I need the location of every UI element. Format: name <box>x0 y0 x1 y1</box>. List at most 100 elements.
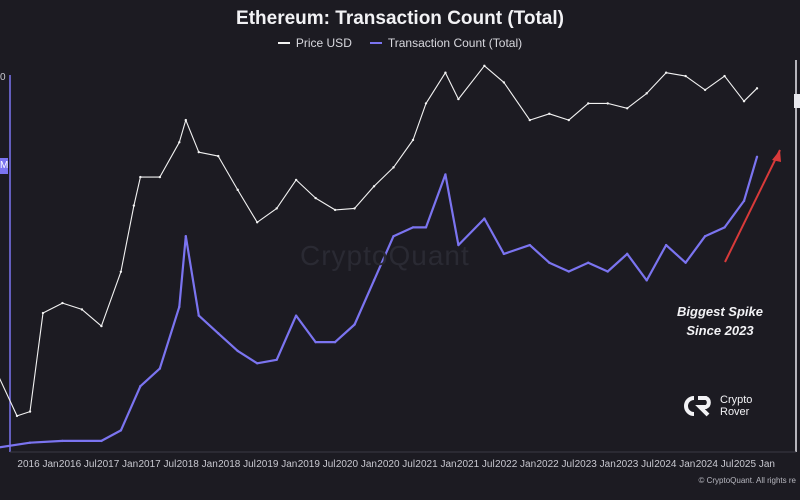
price-series-line-point <box>755 87 759 90</box>
x-tick-label: 2019 Jul <box>298 459 336 470</box>
transactions-series-line-point <box>255 362 259 365</box>
price-series-line-point <box>15 414 19 418</box>
x-tick-label: 2021 Jan <box>415 459 456 470</box>
price-series-line-point <box>457 97 460 101</box>
annotation-text: Biggest Spike Since 2023 <box>665 302 775 340</box>
legend-label-price: Price USD <box>295 36 352 50</box>
transactions-series-line-point <box>625 252 629 256</box>
price-series-line-point <box>275 207 278 210</box>
transactions-series-line-point <box>723 226 726 229</box>
price-series-line-point <box>606 102 609 105</box>
transactions-series-line-point <box>178 305 181 309</box>
transactions-series-line-point <box>236 349 239 353</box>
price-series-line-point <box>178 141 181 144</box>
left-axis-label-top: 0 <box>0 72 6 83</box>
transactions-series-line-point <box>424 226 428 229</box>
transactions-series-line-point <box>457 243 460 247</box>
price-series-line-point <box>723 74 726 78</box>
legend-item-transactions[interactable]: Transaction Count (Total) <box>369 36 523 50</box>
price-series-line-point <box>645 92 648 95</box>
copyright-footer: © CryptoQuant. All rights re <box>698 476 797 485</box>
price-series-line-point <box>119 270 123 273</box>
price-series-line-point <box>742 100 746 103</box>
transactions-series-line-point <box>217 332 220 335</box>
price-series-line-point <box>625 107 629 110</box>
transactions-series-line-point <box>684 261 687 264</box>
x-tick-label: 2023 Jan <box>575 459 616 470</box>
price-series-line-point <box>353 207 356 210</box>
transactions-series-line-point <box>411 226 415 229</box>
x-tick-label: 2024 Jan <box>654 459 695 470</box>
legend-item-price[interactable]: Price USD <box>277 36 352 50</box>
x-tick-label: 2016 Jan <box>17 459 58 470</box>
transactions-series-line-point <box>664 243 668 247</box>
price-series-line-point <box>236 188 239 192</box>
transactions-series-line-point <box>372 279 376 282</box>
transactions-series-line-point <box>528 243 532 247</box>
annotation-line-2: Since 2023 <box>686 323 754 338</box>
annotation-arrow <box>724 149 781 263</box>
price-series-line-point <box>61 301 64 305</box>
crypto-rover-logo-icon <box>684 396 711 417</box>
price-series-line-point <box>80 308 84 311</box>
x-axis-ticks: 2016 Jan 2016 Jul 2017 Jan 2017 Jul 2018 Jan… <box>17 459 775 470</box>
right-axis-badge <box>794 94 800 108</box>
price-series-line-point <box>314 196 317 200</box>
price-series-line-point <box>483 64 486 67</box>
chart-title: Ethereum: Transaction Count (Total) <box>236 8 564 29</box>
price-series-line-point <box>217 154 220 158</box>
transactions-series-line-point <box>392 235 395 238</box>
x-tick-label: 2017 Jan <box>97 459 138 470</box>
price-series-line-point <box>703 88 707 92</box>
price-series-line-point <box>100 324 103 328</box>
x-tick-label: 2020 Jan <box>336 459 377 470</box>
legend-swatch-transactions <box>369 42 382 44</box>
transactions-series-line-point <box>197 314 200 317</box>
price-series-line-point <box>392 166 395 169</box>
x-tick-label: 2024 Jul <box>696 459 734 470</box>
annotation-arrowhead <box>772 150 781 162</box>
price-series-line-point <box>139 175 142 179</box>
price-series-line-point <box>548 112 551 115</box>
price-series-line-point <box>184 118 187 122</box>
transactions-series-line-point <box>275 358 278 361</box>
x-tick-label: 2020 Jul <box>377 459 415 470</box>
transactions-series-line-point <box>703 235 707 238</box>
brand-line-2: Rover <box>720 406 750 418</box>
transactions-series-line-point <box>294 314 298 317</box>
x-tick-label: 2018 Jul <box>218 459 256 470</box>
price-series-line-point <box>158 175 162 179</box>
price-series-line-point <box>28 410 32 413</box>
price-series-line-point <box>528 118 532 122</box>
transactions-series-line-point <box>61 439 64 443</box>
x-tick-label: 2022 Jul <box>536 459 574 470</box>
transactions-series-line <box>0 156 759 449</box>
price-series-line-point <box>132 204 136 207</box>
left-axis-unit-badge: M <box>0 158 8 174</box>
price-series-line-point <box>372 185 376 188</box>
transactions-series-line-point <box>587 261 590 264</box>
transactions-series-line-point <box>333 340 337 344</box>
x-tick-label: 2023 Jul <box>616 459 654 470</box>
transactions-series-line-point <box>100 439 103 443</box>
brand-line-1: Crypto <box>720 394 753 406</box>
transactions-series-line-point <box>119 429 123 432</box>
legend-swatch-price <box>277 42 290 44</box>
price-series-line-point <box>664 71 668 74</box>
transactions-series-line-point <box>139 385 142 388</box>
price-series-line-point <box>197 150 200 154</box>
price-series-line-point <box>567 118 570 122</box>
legend: Price USD Transaction Count (Total) <box>0 36 800 50</box>
transactions-series-line-point <box>567 270 570 273</box>
transactions-series-line-point <box>353 323 356 326</box>
legend-label-transactions: Transaction Count (Total) <box>387 36 523 50</box>
price-series-line-point <box>424 102 428 105</box>
transactions-series-line-point <box>742 199 746 203</box>
transactions-series-line-point <box>184 235 187 238</box>
price-series-line-point <box>294 178 298 182</box>
transactions-series-line-point <box>444 173 447 176</box>
x-tick-label: 2022 Jan <box>495 459 536 470</box>
transactions-series-line-point <box>606 270 609 273</box>
x-tick-label: 2017 Jul <box>138 459 176 470</box>
transactions-series-line-point <box>314 340 317 344</box>
